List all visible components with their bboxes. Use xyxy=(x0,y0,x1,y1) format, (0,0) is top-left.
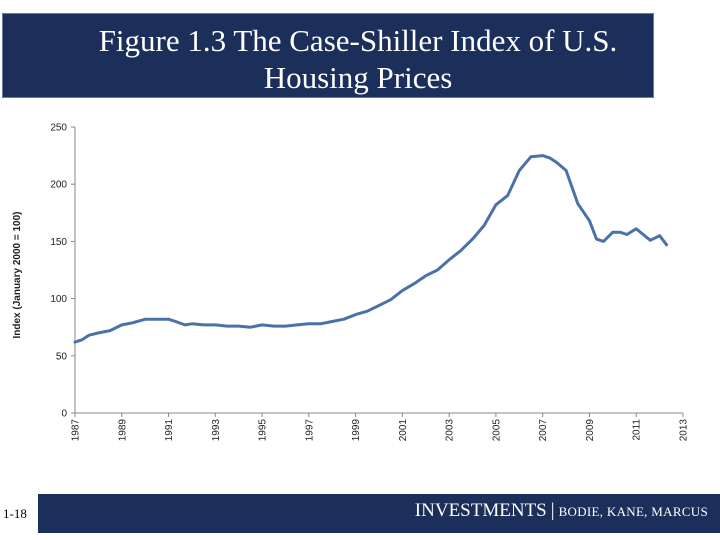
chart-axes xyxy=(74,127,683,414)
chart-series xyxy=(73,154,669,344)
chart-area: 0 50 100 150 200 250 1987 1989 1991 1993 1995 1997… xyxy=(12,123,690,442)
x-tick-label: 1999 xyxy=(351,419,362,442)
y-tick-label: 0 xyxy=(61,409,67,420)
x-tick-label: 2003 xyxy=(445,419,456,442)
title-banner: Figure 1.3 The Case-Shiller Index of U.S… xyxy=(2,13,654,98)
x-tick-label: 1991 xyxy=(164,419,175,442)
x-tick-label: 2009 xyxy=(585,419,596,442)
x-tick-label: 1993 xyxy=(211,419,222,442)
y-tick-label: 50 xyxy=(56,351,68,362)
y-tick-label: 100 xyxy=(50,294,67,305)
x-tick-label: 1997 xyxy=(304,419,315,442)
footer-text: INVESTMENTS | BODIE, KANE, MARCUS xyxy=(415,500,708,522)
footer-authors: BODIE, KANE, MARCUS xyxy=(558,504,708,519)
footer-bar: INVESTMENTS | BODIE, KANE, MARCUS xyxy=(38,494,720,533)
x-tick-label: 2007 xyxy=(538,419,549,442)
x-axis-ticks: 1987 1989 1991 1993 1995 1997 1999 2001 2003 2005… xyxy=(71,413,690,441)
y-tick-label: 200 xyxy=(50,180,67,191)
y-axis-label: Index (January 2000 = 100) xyxy=(12,211,23,338)
y-tick-label: 150 xyxy=(50,237,67,248)
x-tick-label: 2013 xyxy=(679,419,690,442)
x-tick-label: 1995 xyxy=(258,419,269,442)
slide-title: Figure 1.3 The Case-Shiller Index of U.S… xyxy=(98,23,618,95)
x-tick-label: 1987 xyxy=(71,419,82,442)
footer-separator: | xyxy=(550,500,555,521)
slide-number: 1-18 xyxy=(3,506,27,521)
y-axis-ticks: 0 50 100 150 200 250 xyxy=(50,123,75,420)
series-line xyxy=(73,154,669,344)
y-tick-label: 250 xyxy=(50,123,67,134)
x-tick-label: 2011 xyxy=(632,419,643,441)
x-tick-label: 1989 xyxy=(117,419,128,442)
x-tick-label: 2005 xyxy=(491,419,502,442)
x-tick-label: 2001 xyxy=(398,419,409,442)
footer-book-title: INVESTMENTS xyxy=(414,500,547,521)
